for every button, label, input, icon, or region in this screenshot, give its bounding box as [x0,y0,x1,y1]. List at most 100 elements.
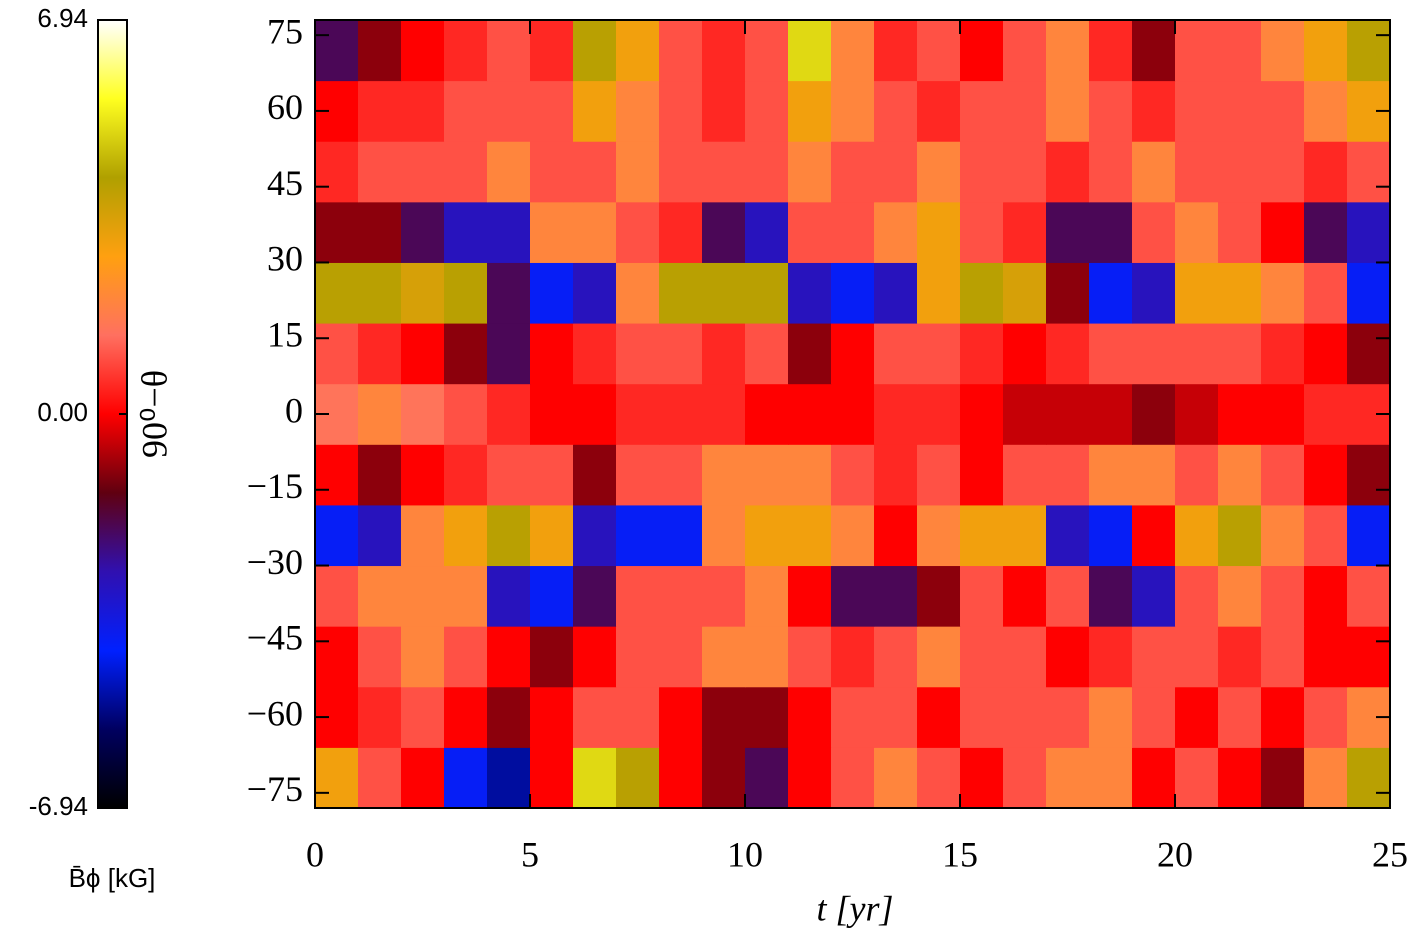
cell [1089,20,1133,82]
cell [1304,747,1348,809]
cell [917,201,961,263]
x-tick-label: 25 [1372,834,1408,874]
x-tick-label: 10 [727,834,763,874]
cell [530,20,574,82]
cell [358,141,402,203]
cell [1003,20,1047,82]
cell [1218,444,1262,506]
cell [1089,686,1133,748]
cell [1089,747,1133,809]
cell [1304,80,1348,142]
cell [831,686,875,748]
cell [616,20,660,82]
cell [1261,565,1305,627]
cell [1304,444,1348,506]
cell [1175,323,1219,385]
cell [960,383,1004,445]
cell [960,20,1004,82]
cell [1261,141,1305,203]
cell [1261,262,1305,324]
cell [788,626,832,688]
cell [1218,80,1262,142]
colorbar-tick-label: 0.00 [37,397,88,427]
cell [401,686,445,748]
cell [358,323,402,385]
cell [1347,20,1391,82]
cell [702,626,746,688]
colorbar-tick-label: -6.94 [29,791,88,821]
cell [960,262,1004,324]
colorbar-tick-label: 6.94 [37,3,88,33]
cell [530,141,574,203]
cell [573,444,617,506]
cell [444,626,488,688]
cell [1046,444,1090,506]
cell [1089,383,1133,445]
cell [530,686,574,748]
cell [444,444,488,506]
cell [315,262,359,324]
cell [530,201,574,263]
cell [616,504,660,567]
cell [831,504,875,567]
cell [1132,201,1176,263]
heatmap [315,20,1391,809]
cell [444,80,488,142]
cell [874,444,918,506]
cell [358,747,402,809]
cell [1132,141,1176,203]
cell [745,747,789,809]
cell [1132,80,1176,142]
cell [788,201,832,263]
cell [1089,444,1133,506]
cell [444,262,488,324]
cell [1175,20,1219,82]
cell [1218,565,1262,627]
cell [358,20,402,82]
cell [1046,383,1090,445]
y-tick-label: 15 [267,314,303,354]
cell [659,141,703,203]
cell [616,626,660,688]
cell [487,626,531,688]
cell [745,262,789,324]
cell [573,201,617,263]
cell [315,747,359,809]
cell [1003,444,1047,506]
cell [788,20,832,82]
cell [745,686,789,748]
y-tick-label: 75 [267,11,303,51]
cell [401,565,445,627]
cell [917,141,961,203]
cell [874,747,918,809]
cell [1132,626,1176,688]
cell [573,504,617,567]
cell [487,504,531,567]
cell [616,565,660,627]
cell [401,20,445,82]
cell [401,383,445,445]
cell [401,626,445,688]
cell [1261,504,1305,567]
cell [1003,626,1047,688]
cell [1175,262,1219,324]
cell [573,323,617,385]
cell [1261,444,1305,506]
cell [444,565,488,627]
cell [1218,323,1262,385]
cell [960,504,1004,567]
cell [487,80,531,142]
cell [573,747,617,809]
cell [315,626,359,688]
cell [917,262,961,324]
cell [530,262,574,324]
cell [487,383,531,445]
cell [874,262,918,324]
cell [831,141,875,203]
cell [874,80,918,142]
cell [1304,383,1348,445]
cell [1218,747,1262,809]
cell [444,20,488,82]
cell [702,504,746,567]
cell [358,504,402,567]
